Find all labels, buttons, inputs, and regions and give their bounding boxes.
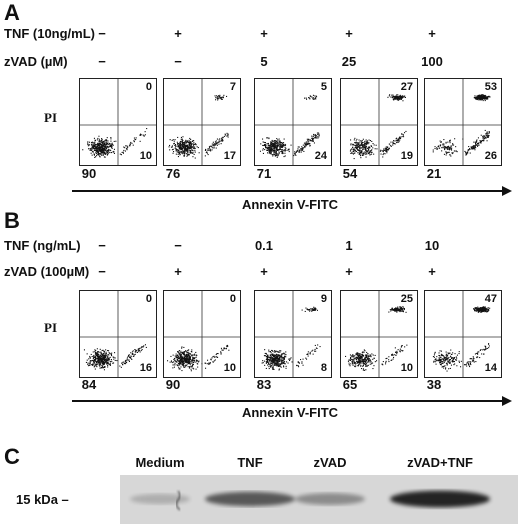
panel-a-flow-plot: 27 19 xyxy=(340,78,418,166)
blot-lane-label: zVAD xyxy=(313,455,347,470)
panel-a-row2-value: − xyxy=(98,54,106,69)
panel-a-flow-plot: 53 26 xyxy=(424,78,502,166)
panel-b-row2-value: + xyxy=(345,264,353,279)
panel-a-tnf-label: TNF (10ng/mL) xyxy=(4,26,95,41)
panel-b-lower-right-percent: 10 xyxy=(223,362,236,374)
panel-b-upper-right-percent: 25 xyxy=(400,293,413,305)
panel-a-flow-plot: 0 10 xyxy=(79,78,157,166)
panel-a-row1-value: + xyxy=(428,26,436,41)
panel-a-flow-plot: 5 24 xyxy=(254,78,332,166)
panel-b-scatter-dots xyxy=(80,291,156,377)
blot-band xyxy=(295,493,365,505)
blot-band xyxy=(390,490,490,508)
panel-b-pi-label: PI xyxy=(44,320,57,335)
panel-c-marker-label: 15 kDa – xyxy=(16,492,69,507)
panel-b-lower-right-percent: 8 xyxy=(320,362,327,374)
panel-b-x-axis-title: Annexin V-FITC xyxy=(241,405,339,420)
blot-lane-label: zVAD+TNF xyxy=(407,455,473,470)
panel-b-flow-plot: 47 14 xyxy=(424,290,502,378)
panel-a-row2-value: 100 xyxy=(421,54,443,69)
panel-b-letter: B xyxy=(4,208,20,233)
panel-b-scatter-dots xyxy=(164,291,240,377)
panel-b-lower-left-percent: 83 xyxy=(256,377,272,392)
western-blot-image xyxy=(130,490,490,511)
panel-b-lower-left-percent: 90 xyxy=(165,377,181,392)
panel-a-lower-right-percent: 19 xyxy=(400,150,413,162)
panel-a-lower-left-percent: 54 xyxy=(342,166,358,181)
blot-band xyxy=(205,491,295,507)
panel-a-lower-left-percent: 90 xyxy=(81,166,97,181)
panel-b-lower-left-percent: 65 xyxy=(342,377,358,392)
panel-b-lower-left-percent: 84 xyxy=(81,377,97,392)
panel-a-upper-right-percent: 27 xyxy=(400,81,413,93)
panel-a-lower-left-percent: 21 xyxy=(426,166,442,181)
panel-a-pi-label: PI xyxy=(44,110,57,125)
panel-a-lower-right-percent: 17 xyxy=(223,150,236,162)
panel-a-lower-right-percent: 26 xyxy=(484,150,497,162)
panel-a-row2-value: − xyxy=(174,54,182,69)
panel-a-lower-left-percent: 76 xyxy=(165,166,181,181)
panel-b-lower-right-percent: 16 xyxy=(139,362,152,374)
panel-a-upper-right-percent: 0 xyxy=(145,81,152,93)
panel-b-row2-value: + xyxy=(260,264,268,279)
panel-b-row1-value: 1 xyxy=(345,238,353,253)
panel-a-row2-value: 25 xyxy=(341,54,357,69)
panel-a-scatter-dots xyxy=(255,79,331,165)
panel-b-upper-right-percent: 47 xyxy=(484,293,497,305)
panel-b-lower-left-percent: 38 xyxy=(426,377,442,392)
panel-b-upper-right-percent: 0 xyxy=(145,293,152,305)
panel-b-row2-value: − xyxy=(98,264,106,279)
panel-a-zvad-label: zVAD (µM) xyxy=(4,54,68,69)
blot-band xyxy=(130,493,190,505)
panel-a-upper-right-percent: 53 xyxy=(484,81,497,93)
panel-b-scatter-dots xyxy=(341,291,417,377)
panel-a-row1-value: + xyxy=(174,26,182,41)
panel-b-scatter-dots xyxy=(255,291,331,377)
panel-a-lower-right-percent: 10 xyxy=(139,150,152,162)
panel-b-tnf-label: TNF (ng/mL) xyxy=(4,238,81,253)
panel-b-row2-value: + xyxy=(174,264,182,279)
panel-b-upper-right-percent: 9 xyxy=(320,293,327,305)
panel-b-scatter-dots xyxy=(425,291,501,377)
panel-a-scatter-dots xyxy=(425,79,501,165)
panel-a-row1-value: + xyxy=(345,26,353,41)
panel-b-upper-right-percent: 0 xyxy=(229,293,236,305)
panel-c-letter: C xyxy=(4,444,20,469)
panel-a-lower-left-percent: 71 xyxy=(256,166,272,181)
panel-a-row1-value: − xyxy=(98,26,106,41)
panel-b-row2-value: + xyxy=(428,264,436,279)
panel-b-x-axis-arrow xyxy=(72,396,512,406)
panel-a-flow-plot: 7 17 xyxy=(163,78,241,166)
panel-a-x-axis-title: Annexin V-FITC xyxy=(241,197,339,212)
panel-b-row1-value: 10 xyxy=(424,238,440,253)
panel-b-flow-plot: 0 10 xyxy=(163,290,241,378)
panel-a-upper-right-percent: 7 xyxy=(229,81,236,93)
panel-b-flow-plot: 0 16 xyxy=(79,290,157,378)
blot-lane-label: TNF xyxy=(237,455,263,470)
blot-artifact xyxy=(175,490,181,511)
panel-b-lower-right-percent: 14 xyxy=(484,362,497,374)
panel-a-scatter-dots xyxy=(341,79,417,165)
panel-b-flow-plot: 25 10 xyxy=(340,290,418,378)
panel-a-x-axis-arrow xyxy=(72,186,512,196)
panel-b-row1-value: 0.1 xyxy=(254,238,274,253)
panel-a-row1-value: + xyxy=(260,26,268,41)
panel-a-scatter-dots xyxy=(80,79,156,165)
panel-a-upper-right-percent: 5 xyxy=(320,81,327,93)
panel-b-lower-right-percent: 10 xyxy=(400,362,413,374)
panel-a-letter: A xyxy=(4,0,20,25)
panel-b-row1-value: − xyxy=(98,238,106,253)
panel-b-row1-value: − xyxy=(174,238,182,253)
blot-lane-label: Medium xyxy=(135,455,185,470)
panel-a-lower-right-percent: 24 xyxy=(314,150,327,162)
panel-a-scatter-dots xyxy=(164,79,240,165)
panel-a-row2-value: 5 xyxy=(260,54,268,69)
western-blot-membrane xyxy=(120,475,518,524)
panel-b-zvad-label: zVAD (100µM) xyxy=(4,264,90,279)
